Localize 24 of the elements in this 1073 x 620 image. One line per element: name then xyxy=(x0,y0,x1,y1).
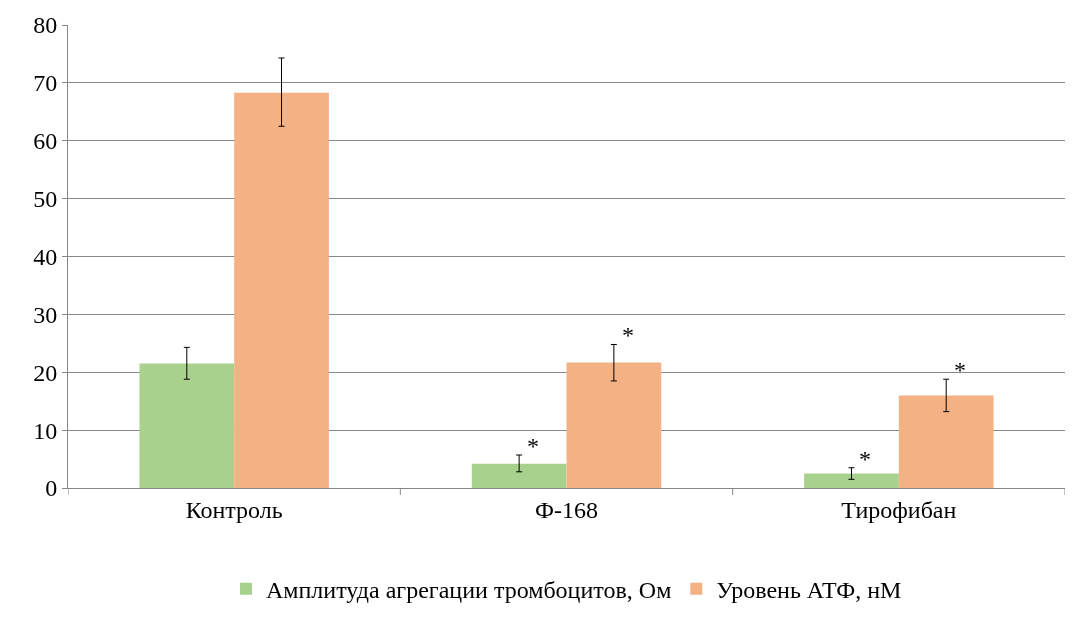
data-label: * xyxy=(954,357,966,383)
y-tick-label: 10 xyxy=(33,417,58,444)
x-tick-label: Контроль xyxy=(185,496,283,523)
bar xyxy=(234,92,329,488)
data-label: * xyxy=(527,433,539,459)
legend-label: Амплитуда агрегации тромбоцитов, Ом xyxy=(266,577,672,604)
y-tick-label: 0 xyxy=(45,475,58,502)
y-tick-label: 40 xyxy=(33,243,58,270)
bar xyxy=(566,362,662,488)
y-tick-label: 50 xyxy=(33,186,58,213)
x-tick-label: Ф-168 xyxy=(535,496,598,523)
legend-label: Уровень АТФ, нМ xyxy=(716,577,902,604)
x-tick-label: Тирофибан xyxy=(841,496,957,523)
y-tick-label: 20 xyxy=(33,359,58,386)
data-label: * xyxy=(622,322,634,348)
y-tick-label: 70 xyxy=(33,70,58,97)
y-tick-label: 30 xyxy=(33,301,58,328)
y-tick-label: 60 xyxy=(33,128,58,155)
bar xyxy=(898,395,994,488)
y-tick-label: 80 xyxy=(33,12,58,39)
bar xyxy=(804,473,899,488)
bar xyxy=(139,363,235,488)
data-label: * xyxy=(859,446,871,472)
bar xyxy=(471,463,567,488)
